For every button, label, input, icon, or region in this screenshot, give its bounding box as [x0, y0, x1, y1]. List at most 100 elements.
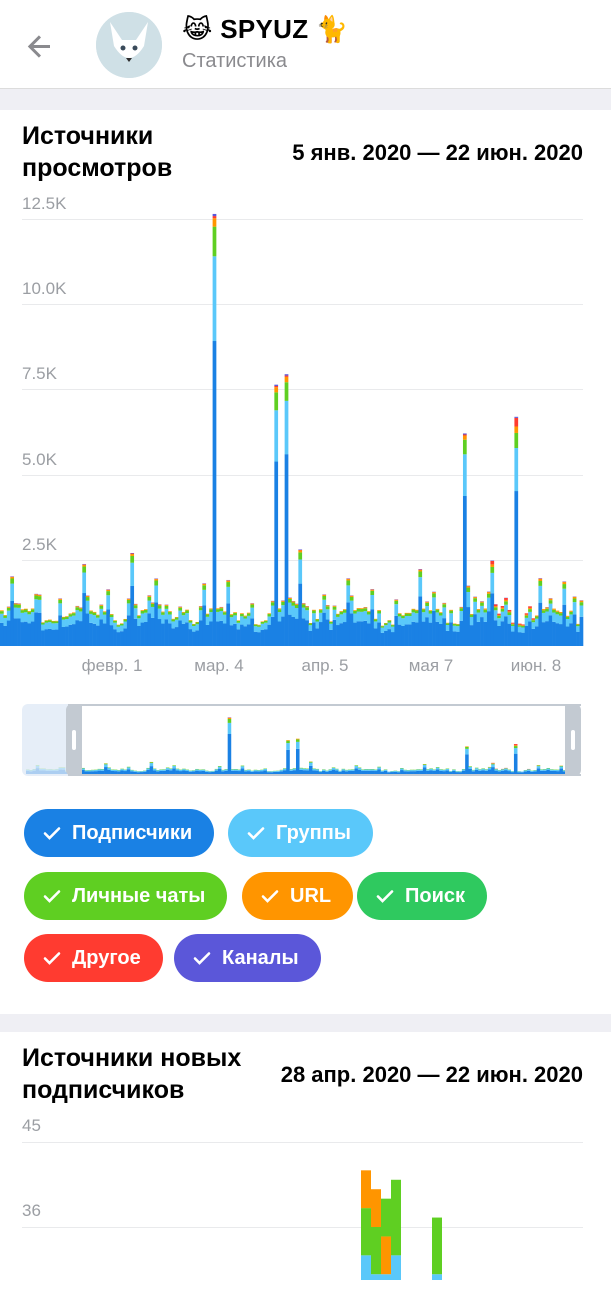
legend-chip-other[interactable]: Другое — [24, 934, 163, 982]
bar-segment-private-chats — [422, 609, 426, 612]
bar-segment-url — [576, 624, 580, 625]
bar-segment-groups — [371, 1274, 381, 1280]
subscribers-stacked-bar-chart[interactable] — [0, 1032, 611, 1280]
legend-chip-channels[interactable]: Каналы — [174, 934, 321, 982]
bar-segment-subscribers — [206, 625, 210, 646]
bar-segment-url — [367, 611, 371, 612]
bar-segment-private-chats — [463, 440, 467, 455]
navigator-dimmed-area — [22, 704, 70, 776]
bar-segment-url — [24, 609, 28, 610]
bar-segment-other — [508, 610, 512, 611]
bar-segment-groups — [158, 609, 162, 619]
navigator-left-handle[interactable] — [66, 704, 82, 776]
bar-segment-subscribers — [51, 630, 55, 646]
bar-segment-private-chats — [141, 611, 145, 614]
bar-segment-groups — [302, 608, 306, 619]
bar-segment-subscribers — [312, 622, 316, 646]
bar-segment-subscribers — [0, 623, 4, 646]
bar-segment-groups — [209, 612, 213, 621]
bar-segment-private-chats — [219, 608, 223, 611]
bar-segment-subscribers — [432, 611, 436, 646]
bar-segment-url — [504, 600, 508, 601]
bar-segment-url — [93, 612, 97, 613]
bar-segment-groups — [545, 612, 549, 622]
bar-segment-groups — [0, 614, 4, 623]
bar-segment-subscribers — [501, 621, 505, 646]
bar-segment-private-chats — [123, 620, 127, 622]
bar-segment-private-chats — [418, 572, 422, 578]
bar-segment-subscribers — [566, 627, 570, 646]
views-stacked-bar-chart[interactable] — [0, 110, 611, 650]
bar-segment-subscribers — [370, 609, 374, 646]
bar-segment-url — [7, 607, 11, 608]
bar-segment-subscribers — [295, 619, 299, 646]
bar-segment-private-chats — [388, 621, 392, 623]
legend-chip-groups[interactable]: Группы — [228, 809, 373, 857]
bar-segment-groups — [422, 612, 426, 621]
bar-segment-groups — [271, 606, 275, 617]
bar-segment-url — [316, 619, 320, 620]
bar-segment-private-chats — [24, 610, 28, 613]
bar-segment-subscribers — [264, 629, 268, 646]
navigator-window[interactable] — [68, 704, 581, 776]
bar-segment-url — [439, 612, 443, 613]
fox-avatar-icon — [96, 12, 162, 78]
bar-segment-private-chats — [477, 610, 481, 613]
bar-segment-groups — [278, 612, 282, 621]
bar-segment-groups — [17, 608, 21, 619]
bar-segment-groups — [525, 618, 529, 626]
bar-segment-subscribers — [394, 616, 398, 646]
bar-segment-private-chats — [154, 581, 158, 586]
navigator-right-handle[interactable] — [565, 704, 581, 776]
bar-segment-url — [466, 586, 470, 587]
bar-segment-subscribers — [240, 625, 244, 646]
bar-segment-url — [343, 609, 347, 610]
bar-segment-subscribers — [261, 630, 265, 646]
bar-segment-private-chats — [209, 609, 213, 612]
bar-segment-groups — [432, 1274, 442, 1280]
avatar[interactable] — [96, 12, 162, 78]
bar-segment-private-chats — [377, 611, 381, 614]
bar-segment-url — [535, 616, 539, 617]
bar-segment-private-chats — [274, 392, 278, 410]
back-arrow-icon[interactable] — [20, 26, 60, 66]
bar-segment-groups — [195, 624, 199, 630]
bar-segment-url — [508, 611, 512, 612]
bar-segment-groups — [223, 615, 227, 624]
legend-chip-url[interactable]: URL — [242, 872, 353, 920]
bar-segment-private-chats — [439, 613, 443, 615]
bar-segment-url — [189, 620, 193, 621]
bar-segment-private-chats — [41, 623, 45, 625]
legend-chip-private-chats[interactable]: Личные чаты — [24, 872, 227, 920]
bar-segment-groups — [562, 589, 566, 605]
bar-segment-private-chats — [312, 611, 316, 614]
range-navigator[interactable] — [22, 704, 583, 776]
bar-segment-private-chats — [48, 620, 52, 622]
bar-segment-groups — [312, 613, 316, 622]
bar-segment-subscribers — [219, 621, 223, 646]
bar-segment-url — [27, 611, 31, 612]
bar-segment-private-chats — [360, 609, 364, 612]
bar-segment-private-chats — [240, 614, 244, 616]
bar-segment-url — [412, 609, 416, 610]
bar-segment-private-chats — [525, 616, 529, 618]
bar-segment-url — [261, 621, 265, 622]
bar-segment-subscribers — [487, 611, 491, 646]
bar-segment-subscribers — [381, 633, 385, 646]
bar-segment-subscribers — [346, 602, 350, 646]
bar-segment-subscribers — [199, 620, 203, 646]
bar-segment-subscribers — [559, 624, 563, 646]
bar-segment-subscribers — [398, 625, 402, 646]
legend-chip-subscribers[interactable]: Подписчики — [24, 809, 214, 857]
bar-segment-subscribers — [477, 622, 481, 646]
bar-segment-private-chats — [552, 610, 556, 613]
legend-chip-search[interactable]: Поиск — [357, 872, 487, 920]
bar-segment-url — [511, 624, 515, 625]
bar-segment-private-chats — [391, 625, 395, 627]
bar-segment-groups — [322, 600, 326, 613]
bar-segment-groups — [453, 626, 457, 632]
bar-segment-subscribers — [31, 622, 35, 646]
bar-segment-url — [463, 436, 467, 440]
bar-segment-url — [302, 604, 306, 605]
bar-segment-other — [514, 418, 518, 427]
